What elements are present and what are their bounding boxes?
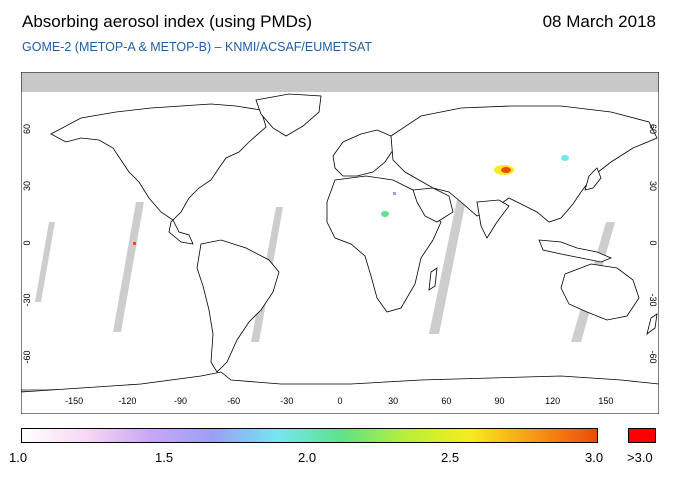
lon-tick-bottom: 120 xyxy=(545,396,560,406)
lon-tick-bottom: 60 xyxy=(441,396,451,406)
hotspot-east-asia xyxy=(561,155,569,161)
colorbar-overflow-swatch xyxy=(628,428,656,443)
colorbar-label-1.5: 1.5 xyxy=(155,450,174,465)
hotspot-central-america xyxy=(133,242,136,245)
lon-tick-bottom: -150 xyxy=(65,396,83,406)
colorbar-label-overflow: >3.0 xyxy=(627,450,653,465)
lat-tick-left: 60 xyxy=(22,124,32,134)
india xyxy=(476,199,510,239)
europe xyxy=(332,129,394,177)
south-america xyxy=(196,239,280,373)
lat-tick-left: 0 xyxy=(22,240,32,245)
colorbar-label-3.0: 3.0 xyxy=(585,450,604,465)
antarctica xyxy=(21,371,659,414)
hotspot-central-asia-core xyxy=(501,167,511,173)
lon-tick-bottom: 30 xyxy=(388,396,398,406)
lat-tick-right: -60 xyxy=(648,350,658,363)
lat-tick-left: -30 xyxy=(22,293,32,306)
hotspot-egypt xyxy=(393,192,396,195)
aerosol-hotspots xyxy=(133,155,569,245)
no-data-arctic xyxy=(21,72,659,92)
colorbar-label-2.0: 2.0 xyxy=(298,450,317,465)
aerosol-map: -150-150-120-120-90-90-60-60-30-30003030… xyxy=(21,72,659,414)
hotspot-north-africa xyxy=(381,211,389,217)
asia xyxy=(390,105,658,223)
lat-tick-right: 0 xyxy=(648,240,658,245)
lat-tick-right: 30 xyxy=(648,181,658,191)
coastlines xyxy=(21,93,659,414)
lat-tick-right: 60 xyxy=(648,124,658,134)
lon-tick-bottom: -90 xyxy=(174,396,187,406)
arabia xyxy=(412,187,454,223)
indonesia xyxy=(538,239,613,263)
greenland xyxy=(255,93,322,137)
colorbar-label-1.0: 1.0 xyxy=(9,450,28,465)
map-date: 08 March 2018 xyxy=(542,12,656,31)
lon-tick-bottom: -60 xyxy=(227,396,240,406)
lat-tick-right: -30 xyxy=(648,293,658,306)
lat-tick-left: 30 xyxy=(22,181,32,191)
colorbar-gradient xyxy=(21,428,598,443)
new-zealand xyxy=(646,313,658,335)
world-map-svg: -150-150-120-120-90-90-60-60-30-30003030… xyxy=(21,72,659,414)
map-subtitle: GOME-2 (METOP-A & METOP-B) – KNMI/ACSAF/… xyxy=(22,40,373,54)
japan xyxy=(584,167,602,191)
lon-tick-bottom: -120 xyxy=(118,396,136,406)
lon-tick-bottom: 90 xyxy=(494,396,504,406)
lon-tick-bottom: 150 xyxy=(598,396,613,406)
north-america xyxy=(50,103,267,245)
australia xyxy=(560,263,640,321)
madagascar xyxy=(428,267,438,291)
colorbar-label-2.5: 2.5 xyxy=(441,450,460,465)
axis-ticks: -150-150-120-120-90-90-60-60-30-30003030… xyxy=(22,124,658,406)
lat-tick-left: -60 xyxy=(22,350,32,363)
lon-tick-bottom: -30 xyxy=(280,396,293,406)
lon-tick-bottom: 0 xyxy=(337,396,342,406)
map-title: Absorbing aerosol index (using PMDs) xyxy=(22,12,313,31)
